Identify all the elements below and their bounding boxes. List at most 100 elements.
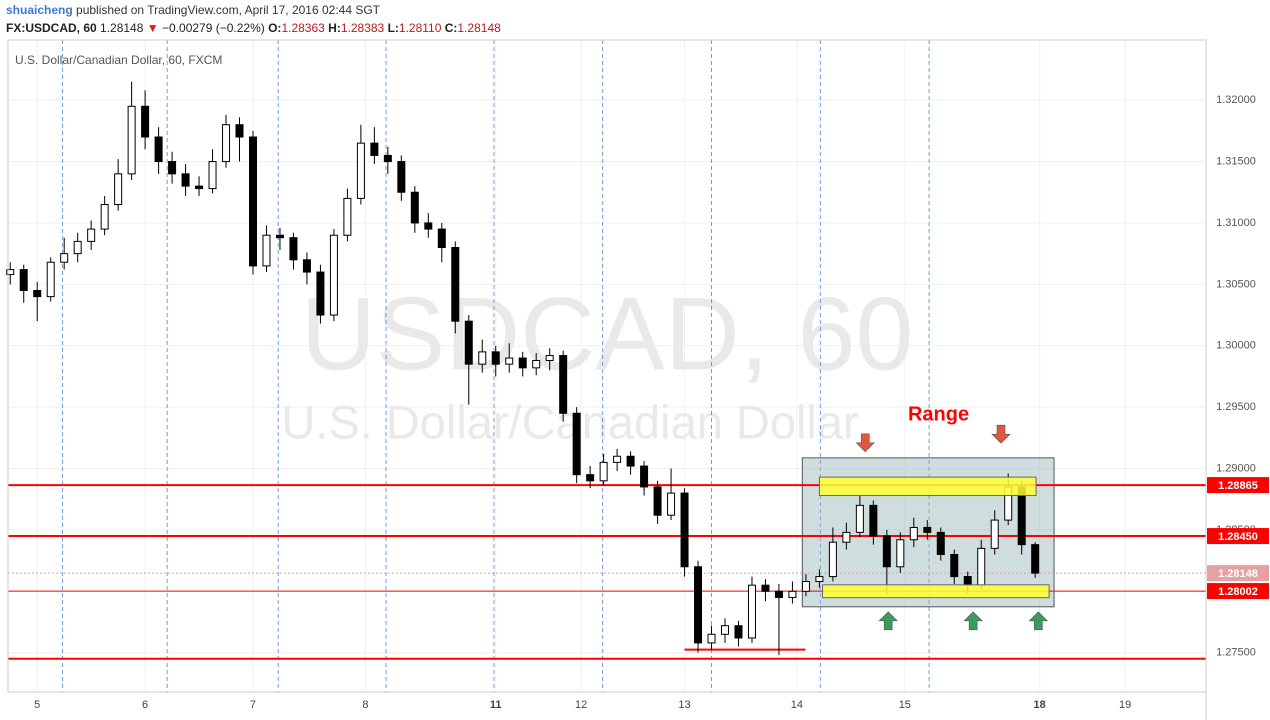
candle-body — [73, 240, 82, 255]
candle-body — [640, 465, 649, 488]
y-tick-label: 1.30000 — [1216, 340, 1256, 352]
candle-body — [370, 142, 379, 156]
candle-body — [60, 253, 69, 263]
l-label: L: — [388, 21, 399, 35]
candle-body — [289, 237, 298, 261]
candle-body — [410, 191, 419, 224]
change: −0.00279 (−0.22%) — [162, 21, 265, 35]
author[interactable]: shuaicheng — [6, 3, 73, 17]
candle-body — [383, 154, 392, 163]
candle-body — [721, 625, 730, 635]
candle-body — [235, 124, 244, 138]
c-value: 1.28148 — [457, 21, 501, 35]
candle-body — [356, 142, 365, 199]
candle-body — [6, 269, 15, 276]
candle-body — [33, 289, 42, 298]
candle-body — [208, 161, 217, 190]
candle-body — [518, 357, 527, 369]
candle-body — [572, 412, 581, 476]
y-tick-label: 1.31500 — [1216, 155, 1256, 167]
candle-body — [761, 584, 770, 592]
last-price-tag-bg — [1207, 565, 1269, 582]
candle-body — [936, 531, 945, 555]
annotation: Range — [908, 403, 969, 425]
x-tick-label: 14 — [791, 699, 803, 711]
candle-body — [46, 261, 55, 298]
candle-body — [532, 359, 541, 369]
candle-body — [855, 504, 864, 533]
x-tick-label: 13 — [678, 699, 690, 711]
candle-body — [963, 576, 972, 586]
arrow — [878, 611, 898, 631]
candle-body — [195, 185, 204, 190]
arrow — [963, 611, 983, 631]
x-tick-label: 18 — [1034, 699, 1046, 711]
c-label: C: — [445, 21, 458, 35]
h-value: 1.28383 — [341, 21, 385, 35]
candle-body — [100, 204, 109, 230]
last: 1.28148 — [100, 21, 144, 35]
candle-body — [896, 539, 905, 568]
candle-body — [923, 526, 932, 533]
x-tick-label: 6 — [142, 699, 148, 711]
candle-body — [545, 355, 554, 361]
candle-body — [950, 553, 959, 578]
quote-line: FX:USDCAD, 60 1.28148 ▼ −0.00279 (−0.22%… — [6, 21, 501, 35]
candle-body — [774, 590, 783, 598]
candle-body — [127, 105, 136, 175]
y-tick-label: 1.29500 — [1216, 401, 1256, 413]
last-price-tag: 1.28148 — [1218, 568, 1258, 580]
x-tick-label: 15 — [899, 699, 911, 711]
candle-body — [828, 541, 837, 578]
x-tick-label: 8 — [362, 699, 368, 711]
y-tick-label: 1.32000 — [1216, 94, 1256, 106]
candle-body — [19, 269, 28, 291]
price-tag-bg — [1207, 583, 1269, 600]
candle-body — [437, 228, 446, 249]
candle-body — [141, 105, 150, 138]
h-label: H: — [328, 21, 341, 35]
candle-body — [694, 566, 703, 644]
price-tag: 1.28002 — [1218, 586, 1258, 598]
candle-body — [87, 228, 96, 242]
candle-body — [869, 504, 878, 537]
candle-body — [451, 247, 460, 322]
candle-body — [747, 584, 756, 639]
x-tick-label: 5 — [34, 699, 40, 711]
candle-body — [316, 271, 325, 316]
candle-body — [329, 234, 338, 316]
arrow — [855, 433, 875, 453]
arrow: ▼ — [147, 21, 159, 35]
candle-body — [667, 492, 676, 516]
candle-body — [302, 259, 311, 273]
candle-body — [559, 355, 568, 414]
candle-body — [882, 535, 891, 568]
plot-area: USDCAD, 60U.S. Dollar/Canadian Dollar U.S… — [6, 40, 1206, 692]
candle-body — [114, 173, 123, 206]
candle-body — [977, 547, 986, 586]
price-tag-bg — [1207, 528, 1269, 545]
watermark: U.S. Dollar/Canadian Dollar — [281, 395, 858, 448]
candle-body — [464, 320, 473, 365]
candle-body — [626, 455, 635, 467]
candle-body — [154, 136, 163, 163]
candle-body — [1031, 544, 1040, 574]
candle-body — [397, 161, 406, 193]
candle-body — [491, 351, 500, 365]
o-value: 1.28363 — [281, 21, 325, 35]
candle-body — [990, 519, 999, 549]
o-label: O: — [268, 21, 281, 35]
candle-body — [222, 124, 231, 163]
watermark: USDCAD, 60 — [301, 276, 914, 392]
candle-body — [343, 197, 352, 236]
candle-body — [680, 492, 689, 568]
x-tick-label: 12 — [575, 699, 587, 711]
candle-body — [275, 234, 284, 239]
price-tag: 1.28865 — [1218, 480, 1258, 492]
zone — [818, 476, 1037, 497]
candle-body — [909, 526, 918, 541]
x-tick-label: 11 — [490, 699, 502, 711]
